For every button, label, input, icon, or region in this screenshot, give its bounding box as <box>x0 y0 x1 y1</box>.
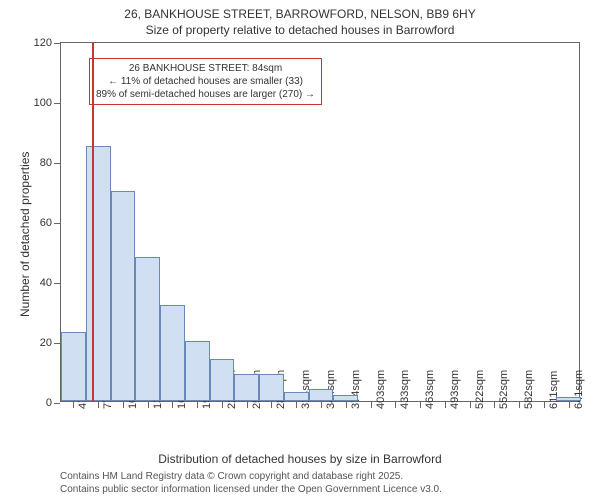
x-tick-label: 552sqm <box>498 370 510 409</box>
y-tick <box>54 103 60 104</box>
x-axis-title: Distribution of detached houses by size … <box>0 452 600 466</box>
chart-title: 26, BANKHOUSE STREET, BARROWFORD, NELSON… <box>0 6 600 38</box>
annotation-line3: 89% of semi-detached houses are larger (… <box>96 88 315 101</box>
title-line2: Size of property relative to detached ho… <box>0 22 600 38</box>
x-tick <box>420 402 421 408</box>
histogram-bar <box>61 332 86 401</box>
x-tick <box>222 402 223 408</box>
histogram-bar <box>284 392 309 401</box>
annotation-line1: 26 BANKHOUSE STREET: 84sqm <box>96 62 315 75</box>
footer-line1: Contains HM Land Registry data © Crown c… <box>60 470 442 483</box>
histogram-bar <box>160 305 185 401</box>
x-tick <box>247 402 248 408</box>
footer-attribution: Contains HM Land Registry data © Crown c… <box>60 470 442 496</box>
y-tick <box>54 163 60 164</box>
x-tick <box>271 402 272 408</box>
y-tick <box>54 223 60 224</box>
histogram-bar <box>135 257 160 401</box>
x-tick-label: 374sqm <box>350 370 362 409</box>
y-tick-label: 80 <box>40 157 52 169</box>
x-tick <box>494 402 495 408</box>
y-tick <box>54 43 60 44</box>
x-tick <box>544 402 545 408</box>
y-tick-label: 40 <box>40 277 52 289</box>
x-tick <box>395 402 396 408</box>
x-tick-label: 433sqm <box>399 370 411 409</box>
histogram-bar <box>333 395 358 401</box>
annotation-line2: ← 11% of detached houses are smaller (33… <box>96 75 315 88</box>
x-tick <box>470 402 471 408</box>
x-tick <box>148 402 149 408</box>
x-tick <box>321 402 322 408</box>
x-tick-label: 582sqm <box>523 370 535 409</box>
x-tick <box>371 402 372 408</box>
x-tick-label: 641sqm <box>573 370 585 409</box>
x-tick <box>445 402 446 408</box>
x-tick <box>123 402 124 408</box>
histogram-bar <box>309 389 334 401</box>
x-tick <box>296 402 297 408</box>
annotation-box: 26 BANKHOUSE STREET: 84sqm ← 11% of deta… <box>89 58 322 105</box>
x-tick-label: 463sqm <box>424 370 436 409</box>
histogram-bar <box>259 374 284 401</box>
y-tick-label: 100 <box>34 97 52 109</box>
x-tick-label: 403sqm <box>375 370 387 409</box>
x-tick-label: 493sqm <box>449 370 461 409</box>
y-tick <box>54 283 60 284</box>
histogram-bar <box>86 146 111 401</box>
histogram-bar <box>185 341 210 401</box>
x-tick <box>73 402 74 408</box>
chart-container: 26, BANKHOUSE STREET, BARROWFORD, NELSON… <box>0 0 600 500</box>
y-tick-label: 20 <box>40 337 52 349</box>
title-line1: 26, BANKHOUSE STREET, BARROWFORD, NELSON… <box>0 6 600 22</box>
histogram-bar <box>556 397 581 402</box>
x-tick <box>98 402 99 408</box>
y-tick-label: 60 <box>40 217 52 229</box>
plot-area: 26 BANKHOUSE STREET: 84sqm ← 11% of deta… <box>60 42 580 402</box>
histogram-bar <box>210 359 235 401</box>
x-tick <box>519 402 520 408</box>
x-tick <box>172 402 173 408</box>
x-tick-label: 611sqm <box>548 371 560 409</box>
y-axis-title: Number of detached properties <box>18 152 32 317</box>
x-tick <box>346 402 347 408</box>
y-tick <box>54 343 60 344</box>
histogram-bar <box>111 191 136 401</box>
histogram-bar <box>234 374 259 401</box>
y-tick <box>54 403 60 404</box>
y-tick-label: 120 <box>34 37 52 49</box>
x-tick-label: 522sqm <box>474 370 486 409</box>
y-tick-label: 0 <box>46 397 52 409</box>
reference-line <box>92 43 94 401</box>
x-tick <box>569 402 570 408</box>
x-tick <box>197 402 198 408</box>
footer-line2: Contains public sector information licen… <box>60 483 442 496</box>
